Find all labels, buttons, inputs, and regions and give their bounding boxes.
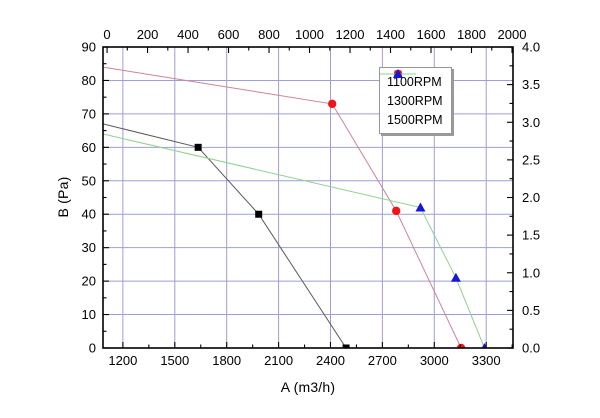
- tick-label: 1800: [457, 27, 486, 42]
- legend-label: 1300RPM: [387, 93, 443, 108]
- legend-marker-glyph: [393, 69, 403, 78]
- series-line: [103, 66, 462, 348]
- series-1300rpm: [103, 66, 466, 348]
- tick-label: 70: [82, 106, 96, 121]
- tick-label: 800: [258, 27, 280, 42]
- legend-label: 1500RPM: [387, 112, 443, 127]
- tick-label: 4.0: [522, 40, 540, 55]
- data-point-marker: [415, 202, 426, 212]
- tick-label: 2.0: [522, 190, 540, 205]
- tick-label: 1600: [417, 27, 446, 42]
- right-axis-ticks: [507, 46, 513, 349]
- tick-label: 1400: [376, 27, 405, 42]
- tick-label: 2400: [316, 353, 345, 368]
- tick-label: 2700: [368, 353, 397, 368]
- tick-label: 600: [218, 27, 240, 42]
- tick-label: 90: [82, 40, 96, 55]
- tick-label: 80: [82, 73, 96, 88]
- tick-label: 400: [177, 27, 199, 42]
- data-point-marker: [328, 99, 337, 109]
- tick-label: 3.0: [522, 115, 540, 130]
- tick-label: 0: [89, 341, 96, 356]
- x-axis-title: A (m3/h): [280, 379, 336, 395]
- tick-label: 0.5: [522, 303, 540, 318]
- right-axis-labels: 0.0 0.5 1.0 1.5 2.0 2.5 3.0 3.5 4.0: [522, 40, 540, 356]
- tick-label: 1.5: [522, 228, 540, 243]
- tick-label: 1200: [336, 27, 365, 42]
- y-axis-title: B (Pa): [55, 176, 71, 218]
- tick-label: 3300: [472, 353, 501, 368]
- series-line: [103, 133, 485, 348]
- tick-label: 3.5: [522, 77, 540, 92]
- data-point-marker: [194, 143, 202, 151]
- data-point-marker: [456, 343, 466, 348]
- tick-label: 2000: [498, 27, 527, 42]
- bottom-axis-labels: 1200 1500 1800 2100 2400 2700 3000 3300: [108, 353, 500, 368]
- legend-item-1500rpm: 1500RPM: [380, 69, 443, 129]
- data-point-marker: [255, 210, 263, 218]
- series-1500rpm: [103, 133, 488, 348]
- top-axis-ticks: [106, 47, 513, 53]
- tick-label: 1.0: [522, 265, 540, 280]
- bottom-axis-ticks: [122, 342, 513, 348]
- data-point-marker: [342, 344, 350, 348]
- series-line: [103, 123, 347, 348]
- tick-label: 30: [82, 240, 96, 255]
- tick-label: 0: [103, 27, 110, 42]
- legend: 1100RPM 1300RPM 1500RPM: [379, 67, 452, 134]
- legend-item-1300rpm: 1300RPM: [380, 69, 443, 110]
- tick-label: 1000: [295, 27, 324, 42]
- tick-label: 1500: [160, 353, 189, 368]
- tick-label: 10: [82, 307, 96, 322]
- data-point-marker: [450, 272, 461, 282]
- tick-label: 2.5: [522, 152, 540, 167]
- tick-label: 50: [82, 173, 96, 188]
- tick-label: 20: [82, 274, 96, 289]
- series-1100rpm: [103, 123, 350, 348]
- data-point-marker: [392, 206, 401, 216]
- tick-label: 2100: [264, 353, 293, 368]
- tick-label: 200: [137, 27, 159, 42]
- tick-label: 3000: [420, 353, 449, 368]
- tick-label: 0.0: [522, 341, 540, 356]
- left-axis-ticks: [103, 46, 109, 349]
- tick-label: 60: [82, 140, 96, 155]
- left-axis-labels: 0 10 20 30 40 50 60 70 80 90: [82, 40, 96, 356]
- tick-label: 1800: [212, 353, 241, 368]
- legend-triangle-marker-icon: [380, 69, 416, 78]
- tick-label: 40: [82, 207, 96, 222]
- top-axis-labels: 0 200 400 600 800 1000 1200 1400 1600 1800 2000: [103, 27, 526, 42]
- tick-label: 1200: [108, 353, 137, 368]
